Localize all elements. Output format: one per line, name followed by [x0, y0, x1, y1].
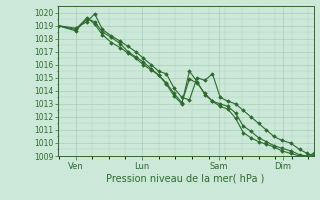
X-axis label: Pression niveau de la mer( hPa ): Pression niveau de la mer( hPa ): [107, 173, 265, 183]
